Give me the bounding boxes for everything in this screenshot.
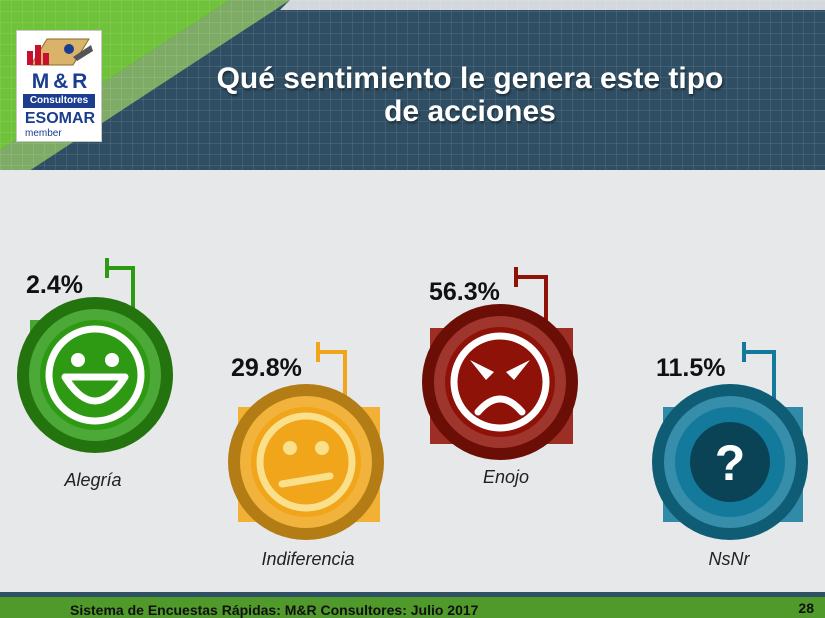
title-line-1: Qué sentimiento le genera este tipo bbox=[216, 62, 724, 95]
category-label: NsNr bbox=[709, 549, 751, 569]
right-brow-eye bbox=[506, 360, 530, 380]
footer-text: Sistema de Encuestas Rápidas: M&R Consul… bbox=[70, 602, 479, 618]
value-connector bbox=[742, 342, 776, 408]
neutral-face-icon bbox=[256, 412, 356, 512]
face-outline bbox=[256, 412, 356, 512]
value-label: 11.5% bbox=[656, 354, 726, 382]
footer-divider bbox=[0, 592, 825, 597]
header-banner: M & R Consultores ESOMAR member Qué sent… bbox=[0, 0, 825, 170]
question-glyph: ? bbox=[715, 435, 746, 491]
company-logo: M & R Consultores ESOMAR member bbox=[16, 30, 102, 142]
category-label: Alegría bbox=[63, 470, 121, 490]
value-connector bbox=[514, 267, 548, 328]
sentiment-item-2: 56.3% Enojo bbox=[422, 267, 578, 487]
sentiment-item-0: 2.4% Alegría bbox=[17, 258, 173, 490]
right-eye bbox=[315, 441, 329, 455]
question-mark-icon: ? bbox=[690, 422, 770, 502]
category-label: Enojo bbox=[483, 467, 529, 487]
happy-face-icon bbox=[45, 325, 145, 425]
smile-mouth bbox=[61, 373, 129, 405]
left-brow-eye bbox=[470, 360, 494, 380]
sentiment-item-3: 11.5%? NsNr bbox=[652, 342, 808, 569]
right-eye bbox=[105, 353, 119, 367]
value-label: 29.8% bbox=[231, 354, 302, 382]
left-eye bbox=[71, 353, 85, 367]
sentiment-chart: 2.4% Alegría 29.8% Indiferencia 56.3% Enojo 11… bbox=[17, 258, 808, 569]
face-outline bbox=[45, 325, 145, 425]
value-connector bbox=[316, 342, 347, 408]
footer-bar bbox=[0, 597, 825, 618]
value-label: 56.3% bbox=[429, 278, 500, 306]
value-connector bbox=[105, 258, 135, 320]
logo-emblem-icon bbox=[27, 38, 93, 66]
logo-consultores-text: Consultores bbox=[23, 94, 95, 108]
value-label: 2.4% bbox=[26, 271, 83, 299]
face-outline bbox=[450, 332, 550, 432]
sentiment-item-1: 29.8% Indiferencia bbox=[228, 342, 384, 569]
title-line-2: de acciones bbox=[384, 95, 556, 128]
left-eye bbox=[283, 441, 297, 455]
category-label: Indiferencia bbox=[261, 549, 354, 569]
question-disc bbox=[690, 422, 770, 502]
icon-face bbox=[445, 327, 555, 437]
angry-face-icon bbox=[450, 332, 550, 432]
frown-mouth bbox=[474, 395, 526, 416]
logo-brand-text: M & R bbox=[31, 70, 88, 93]
logo-esomar-text: ESOMAR bbox=[24, 110, 96, 127]
icon-face bbox=[251, 407, 361, 517]
logo-member-text: member bbox=[25, 128, 62, 139]
page-title: Qué sentimiento le genera este tipo de a… bbox=[150, 62, 790, 128]
flat-mouth bbox=[278, 472, 334, 488]
page-number: 28 bbox=[798, 600, 814, 616]
